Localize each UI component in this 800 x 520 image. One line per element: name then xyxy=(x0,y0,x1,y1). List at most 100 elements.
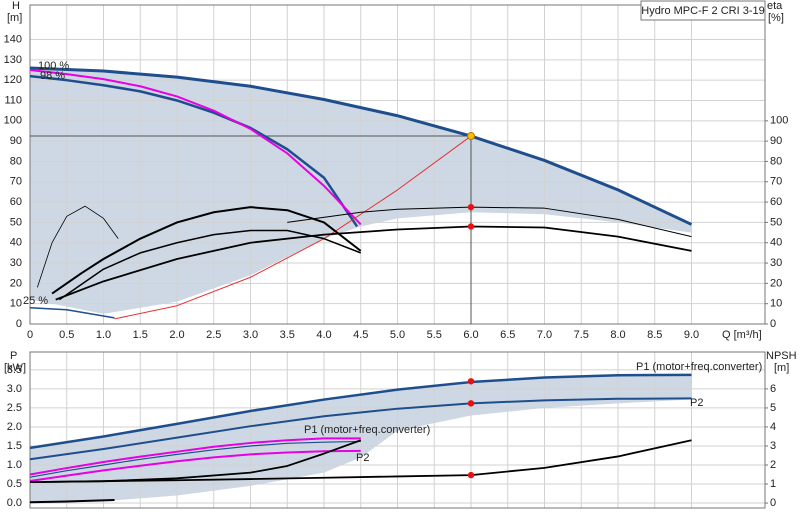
y-tick-label: 70 xyxy=(10,176,22,188)
y-tick-label: 20 xyxy=(10,277,22,289)
curve xyxy=(55,225,692,301)
chart-title: Hydro MPC-F 2 CRI 3-19 xyxy=(641,5,764,17)
y2-tick-label: 0 xyxy=(770,497,776,509)
y2-tick-label: 1 xyxy=(770,478,776,490)
operating-point xyxy=(467,203,475,211)
x-tick-label: 3.0 xyxy=(243,329,258,341)
annotation: P2 xyxy=(356,452,369,464)
x-tick-label: 7.0 xyxy=(537,329,552,341)
y2-tick-label: 5 xyxy=(770,402,776,414)
x-tick-label: 8.5 xyxy=(647,329,662,341)
y-tick-label: 60 xyxy=(10,196,22,208)
y-tick-label: 40 xyxy=(10,237,22,249)
x-axis-label: Q [m³/h] xyxy=(722,329,762,341)
y2-axis-unit: [m] xyxy=(774,362,789,374)
y2-tick-label: 4 xyxy=(770,421,776,433)
x-tick-label: 0.5 xyxy=(59,329,74,341)
curve xyxy=(51,206,362,295)
x-tick-label: 6.0 xyxy=(463,329,478,341)
x-tick-label: 7.5 xyxy=(574,329,589,341)
annotation: P1 (motor+freq.converter) xyxy=(636,361,762,373)
x-tick-label: 0 xyxy=(27,329,33,341)
x-tick-label: 1.0 xyxy=(96,329,111,341)
y2-tick-label: 60 xyxy=(770,196,782,208)
y2-tick-label: 10 xyxy=(770,298,782,310)
y2-tick-label: 40 xyxy=(770,237,782,249)
y-tick-label: 3.0 xyxy=(7,383,22,395)
y-tick-label: 2.5 xyxy=(7,402,22,414)
y-tick-label: 140 xyxy=(4,33,22,45)
y-tick-label: 0 xyxy=(16,318,22,330)
curve xyxy=(58,229,362,301)
y-tick-label: 1.0 xyxy=(7,459,22,471)
curve xyxy=(29,69,362,226)
y2-tick-label: 80 xyxy=(770,155,782,167)
x-tick-label: 2.0 xyxy=(169,329,184,341)
x-tick-label: 4.0 xyxy=(316,329,331,341)
y-tick-label: 100 xyxy=(4,115,22,127)
y2-tick-label: 3 xyxy=(770,440,776,452)
curve xyxy=(36,205,119,288)
x-tick-label: 4.5 xyxy=(353,329,368,341)
y2-tick-label: 90 xyxy=(770,135,782,147)
y-tick-label: 1.5 xyxy=(7,440,22,452)
x-tick-label: 2.5 xyxy=(206,329,221,341)
operating-point xyxy=(467,471,475,479)
y-tick-label: 110 xyxy=(4,94,22,106)
y2-tick-label: 50 xyxy=(770,216,782,228)
y-tick-label: 30 xyxy=(10,257,22,269)
annotation: P1 (motor+freq.converter) xyxy=(304,424,430,436)
y-tick-label: 90 xyxy=(10,135,22,147)
title-box xyxy=(640,0,766,21)
x-tick-label: 1.5 xyxy=(133,329,148,341)
operating-point xyxy=(467,223,475,230)
y-axis-label: H xyxy=(12,0,20,12)
x-tick-label: 5.0 xyxy=(390,329,405,341)
curve xyxy=(29,66,693,226)
y-axis-unit: [kW] xyxy=(4,362,26,374)
y2-tick-label: 70 xyxy=(770,176,782,188)
curve xyxy=(29,440,361,478)
duty-point xyxy=(467,132,475,141)
x-tick-label: 6.5 xyxy=(500,329,515,341)
y-tick-label: 120 xyxy=(4,74,22,86)
y-axis-label: P xyxy=(10,350,17,362)
y2-axis-unit: [%] xyxy=(768,12,784,24)
curve xyxy=(29,397,692,461)
y2-tick-label: 20 xyxy=(770,277,782,289)
y-tick-label: 0.0 xyxy=(7,497,22,509)
curve xyxy=(29,449,361,482)
y-tick-label: 130 xyxy=(4,54,22,66)
y-tick-label: 0.5 xyxy=(7,478,22,490)
y-axis-unit: [m] xyxy=(7,12,22,24)
curve xyxy=(29,439,692,484)
annotation: 98 % xyxy=(40,70,65,82)
y2-tick-label: 2 xyxy=(770,459,776,471)
y2-tick-label: 0 xyxy=(770,318,776,330)
y2-tick-label: 100 xyxy=(770,115,788,127)
y2-tick-label: 6 xyxy=(770,383,776,395)
curve xyxy=(114,135,472,320)
annotation: 100 % xyxy=(38,60,69,72)
curve xyxy=(29,499,115,504)
y2-axis-label: NPSH xyxy=(766,350,797,362)
y-tick-label: 50 xyxy=(10,216,22,228)
y-tick-label: 3.5 xyxy=(7,364,22,376)
operating-point xyxy=(467,400,475,407)
curve xyxy=(29,74,359,228)
x-tick-label: 8.0 xyxy=(610,329,625,341)
annotation: 25 % xyxy=(23,295,48,307)
x-tick-label: 9.0 xyxy=(684,329,699,341)
curve xyxy=(29,373,692,450)
y-tick-label: 2.0 xyxy=(7,421,22,433)
y2-axis-label: eta xyxy=(767,0,783,12)
operating-point xyxy=(467,378,475,385)
y-tick-label: 80 xyxy=(10,155,22,167)
plot-frame xyxy=(29,351,766,509)
y-tick-label: 10 xyxy=(10,298,22,310)
curve xyxy=(29,437,361,476)
x-tick-label: 5.5 xyxy=(427,329,442,341)
x-tick-label: 3.5 xyxy=(280,329,295,341)
